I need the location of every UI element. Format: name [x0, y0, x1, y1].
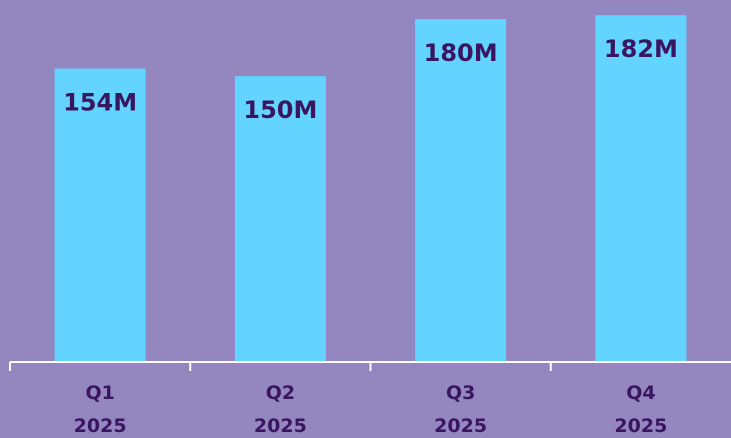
x-tick-label-quarter: Q3 [446, 382, 475, 404]
x-tick-label-year: 2025 [434, 415, 487, 437]
data-labels-group: 154M 150M 180M 182M [63, 35, 678, 124]
data-label: 150M [243, 96, 317, 124]
bar-q4[interactable] [595, 15, 687, 363]
x-axis-ticks-group [9, 362, 552, 371]
bar-q3[interactable] [415, 19, 507, 362]
x-tick-label-year: 2025 [614, 415, 667, 437]
x-tick-label-quarter: Q2 [266, 382, 295, 404]
data-label: 180M [424, 39, 498, 67]
x-tick-label-quarter: Q1 [85, 382, 114, 404]
bar-q1[interactable] [54, 68, 146, 362]
x-tick-label-quarter: Q4 [626, 382, 655, 404]
x-tick-label-year: 2025 [74, 415, 127, 437]
data-label: 182M [604, 35, 678, 63]
bars-group [54, 15, 687, 363]
x-tick-label-year: 2025 [254, 415, 307, 437]
bar-q2[interactable] [234, 76, 326, 363]
x-axis-tick-labels-group: Q1 2025 Q2 2025 Q3 2025 Q4 2025 [74, 382, 668, 437]
data-label: 154M [63, 89, 137, 117]
